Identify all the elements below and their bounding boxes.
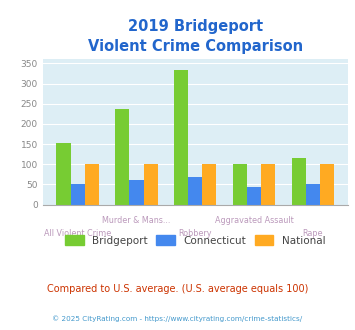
Bar bbox=[129, 181, 143, 205]
Bar bbox=[320, 164, 334, 205]
Bar bbox=[143, 164, 158, 205]
Bar bbox=[115, 110, 129, 205]
Bar bbox=[202, 164, 217, 205]
Bar bbox=[306, 184, 320, 205]
Title: 2019 Bridgeport
Violent Crime Comparison: 2019 Bridgeport Violent Crime Comparison bbox=[88, 19, 303, 54]
Text: Compared to U.S. average. (U.S. average equals 100): Compared to U.S. average. (U.S. average … bbox=[47, 284, 308, 294]
Text: Murder & Mans...: Murder & Mans... bbox=[102, 216, 171, 225]
Bar bbox=[188, 177, 202, 205]
Text: Robbery: Robbery bbox=[179, 229, 212, 238]
Legend: Bridgeport, Connecticut, National: Bridgeport, Connecticut, National bbox=[61, 231, 329, 250]
Bar bbox=[247, 187, 261, 205]
Bar bbox=[71, 184, 85, 205]
Text: © 2025 CityRating.com - https://www.cityrating.com/crime-statistics/: © 2025 CityRating.com - https://www.city… bbox=[53, 315, 302, 322]
Bar bbox=[292, 158, 306, 205]
Bar bbox=[85, 164, 99, 205]
Text: Rape: Rape bbox=[302, 229, 323, 238]
Bar bbox=[174, 70, 188, 205]
Bar bbox=[261, 164, 275, 205]
Bar bbox=[233, 164, 247, 205]
Bar bbox=[56, 143, 71, 205]
Text: Aggravated Assault: Aggravated Assault bbox=[215, 216, 294, 225]
Text: All Violent Crime: All Violent Crime bbox=[44, 229, 111, 238]
